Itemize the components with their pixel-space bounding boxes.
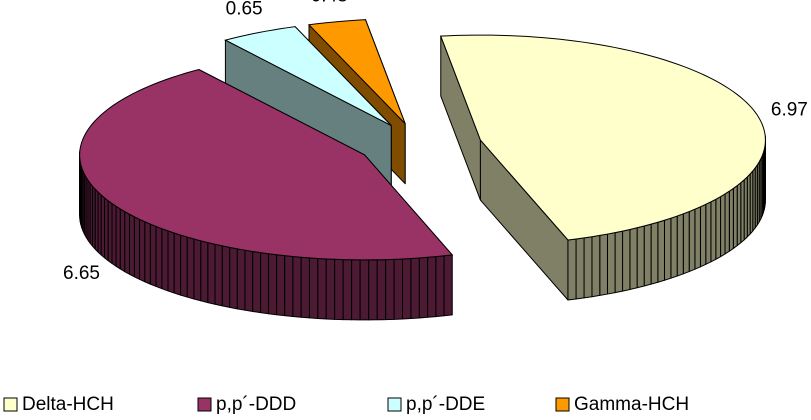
pie-slice: [440, 34, 766, 241]
slice-side: [699, 203, 707, 268]
slice-side: [186, 236, 195, 300]
pie-slice-group: [79, 68, 454, 321]
slice-side: [133, 216, 141, 280]
slice-side: [732, 185, 738, 249]
slice-side: [214, 243, 223, 307]
slice-side: [104, 197, 109, 262]
pie-slice-group: [440, 34, 766, 301]
slice-side: [173, 232, 182, 296]
slice-side: [200, 240, 209, 304]
slice-side: [292, 256, 302, 318]
slice-side: [284, 255, 294, 318]
slice-side: [115, 205, 121, 270]
slice-side: [710, 198, 717, 263]
pie-slice: [79, 68, 454, 261]
legend-swatch: [3, 397, 18, 412]
slice-side: [229, 246, 238, 310]
slice-side: [657, 219, 665, 283]
slice-side: [401, 258, 412, 320]
slice-side: [705, 201, 712, 265]
pie-slice: [307, 19, 406, 124]
slice-side: [567, 238, 577, 301]
slice-side: [591, 234, 601, 298]
slice-side: [606, 232, 616, 295]
slice-side: [694, 206, 701, 270]
legend-swatch: [197, 397, 212, 412]
pie-slice: [224, 26, 392, 126]
slice-side: [376, 259, 387, 321]
data-label: 0.48: [311, 0, 348, 6]
slice-side: [111, 203, 117, 267]
slice-side: [629, 227, 638, 290]
slice-side: [342, 259, 353, 321]
slice-side: [385, 258, 395, 321]
data-label: 6.97: [771, 100, 808, 121]
slice-side: [622, 228, 631, 292]
slice-side: [325, 258, 336, 320]
slice-side: [410, 257, 420, 320]
legend-label: Delta-HCH: [22, 394, 114, 415]
slice-side: [221, 245, 231, 308]
slice-side: [155, 225, 163, 290]
slice-side: [300, 256, 310, 319]
legend-label: p,p´-DDE: [406, 394, 485, 415]
slice-side: [418, 256, 429, 319]
slice-side: [599, 233, 608, 296]
slice-side: [244, 249, 254, 312]
legend-swatch: [555, 397, 570, 412]
slice-side: [393, 258, 403, 320]
slice-side: [252, 250, 262, 314]
slice-side: [583, 236, 593, 299]
slice-side: [180, 234, 188, 298]
slice-side: [427, 256, 437, 318]
slice-side: [193, 238, 202, 302]
slice-side: [643, 223, 652, 287]
slice-side: [268, 253, 278, 316]
slice-side: [724, 190, 730, 255]
slice-side: [144, 221, 151, 285]
slice-side: [334, 258, 344, 321]
slice-side: [575, 237, 585, 300]
legend-label: Gamma-HCH: [574, 394, 689, 415]
slice-side: [139, 218, 146, 283]
slice-side: [276, 254, 286, 317]
slice-side: [207, 242, 216, 305]
slice-side: [736, 182, 742, 247]
slice-side: [636, 225, 645, 289]
slice-side: [720, 193, 726, 258]
slice-side: [124, 211, 131, 275]
slice-side: [682, 211, 690, 275]
slice-side: [663, 217, 672, 281]
slice-side: [670, 215, 678, 279]
slice-side: [161, 228, 169, 292]
slice-side: [359, 259, 370, 321]
slice-side: [435, 255, 445, 318]
slice-side: [443, 254, 453, 317]
slice-side: [119, 208, 126, 273]
slice-side: [368, 259, 378, 321]
slice-side: [715, 196, 722, 260]
slice-side: [308, 257, 319, 319]
slice-side: [351, 259, 361, 321]
legend-swatch: [387, 397, 402, 412]
data-label: 0.65: [226, 0, 263, 19]
slice-side: [650, 221, 659, 285]
slice-side: [260, 252, 270, 315]
slice-side: [676, 213, 684, 277]
slice-side: [614, 230, 624, 294]
slice-side: [688, 208, 696, 273]
slice-side: [167, 230, 175, 294]
data-label: 6.65: [63, 263, 100, 284]
slice-side: [728, 187, 734, 252]
slice-side: [129, 213, 135, 278]
slice-side: [107, 200, 113, 265]
slice-side: [100, 194, 106, 259]
slice-side: [149, 223, 157, 287]
slice-side: [236, 248, 246, 311]
slice-side: [317, 257, 327, 320]
legend-label: p,p´-DDD: [216, 394, 296, 415]
slice-side: [740, 179, 745, 244]
